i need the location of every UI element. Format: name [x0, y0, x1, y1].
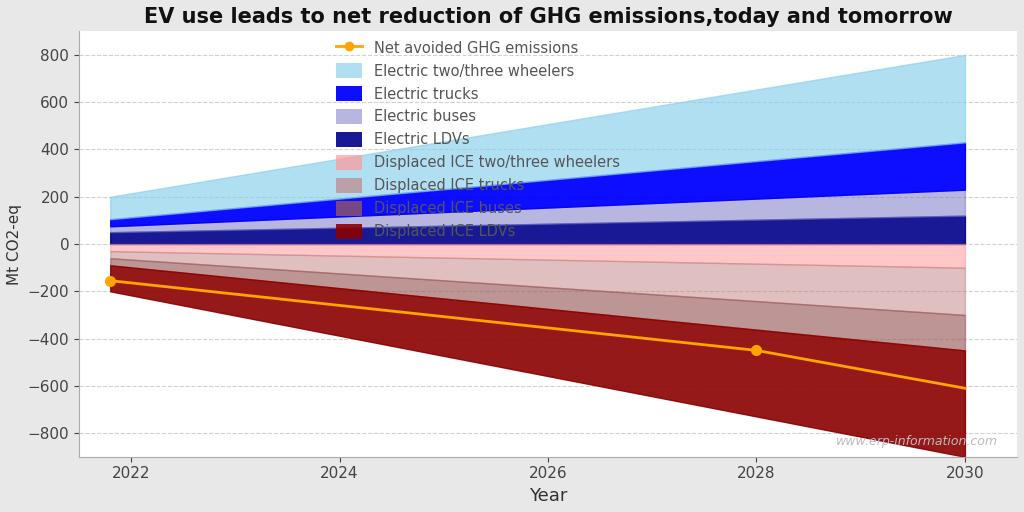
- Text: www.erp-information.com: www.erp-information.com: [837, 435, 998, 449]
- Y-axis label: Mt CO2-eq: Mt CO2-eq: [7, 204, 22, 285]
- X-axis label: Year: Year: [528, 487, 567, 505]
- Title: EV use leads to net reduction of GHG emissions,today and tomorrow: EV use leads to net reduction of GHG emi…: [143, 7, 952, 27]
- Legend: Net avoided GHG emissions, Electric two/three wheelers, Electric trucks, Electri: Net avoided GHG emissions, Electric two/…: [330, 34, 626, 245]
